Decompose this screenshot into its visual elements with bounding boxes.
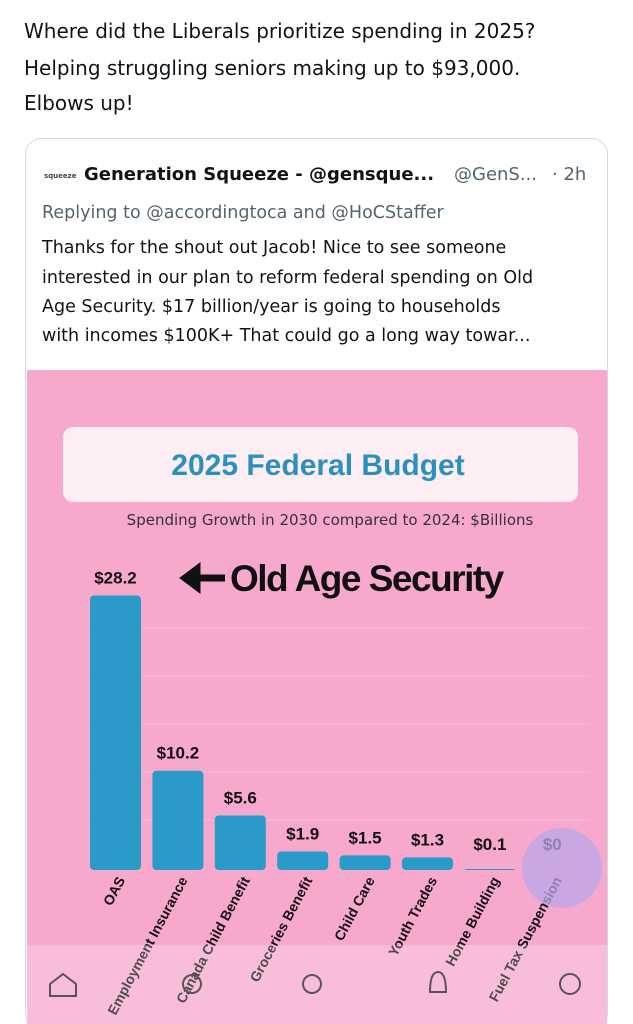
chart-title: 2025 Federal Budget [171, 449, 464, 482]
value-label: $1.3 [411, 830, 444, 849]
replying: Replying to @accordingtoca and @HoCStaff… [42, 203, 445, 223]
messages-icon[interactable] [559, 973, 581, 995]
bar [464, 869, 516, 870]
arrow [179, 562, 225, 594]
grok-icon[interactable] [302, 974, 322, 994]
chart-subtitle: Spending Growth in 2030 compared to 2024… [127, 511, 534, 529]
bar [339, 855, 391, 870]
bar [90, 595, 141, 870]
annotation: Old Age Security [230, 558, 505, 599]
search-icon[interactable] [182, 974, 202, 994]
author[interactable]: Generation Squeeze - @gensque... [84, 164, 434, 185]
bar [277, 851, 329, 870]
overlay-button[interactable] [522, 828, 602, 908]
handle: @GenS... [454, 164, 537, 185]
tweet-line: Where did the Liberals prioritize spendi… [24, 19, 535, 43]
time: · 2h [552, 164, 586, 185]
bell-icon[interactable] [428, 970, 448, 993]
nav-bar [27, 945, 607, 1024]
value-label: $28.2 [94, 569, 137, 588]
quote-line: interested in our plan to reform federal… [42, 268, 533, 288]
bar [214, 815, 266, 870]
home-icon[interactable] [49, 972, 77, 997]
value-label: $5.6 [224, 788, 257, 807]
title-box [63, 427, 578, 502]
value-label: $1.5 [349, 828, 382, 847]
quote-line: Age Security. $17 billion/year is going … [42, 297, 501, 317]
tweet-line: Helping struggling seniors making up to … [24, 56, 520, 80]
tweet-line: Elbows up! [24, 91, 134, 115]
value-label: $1.9 [286, 825, 319, 844]
value-label: $0.1 [473, 835, 506, 854]
quote-line: with incomes $100K+ That could go a long… [42, 326, 530, 346]
quote-line: Thanks for the shout out Jacob! Nice to … [41, 238, 506, 258]
bar [402, 857, 453, 870]
bar [152, 770, 204, 870]
value-label: $10.2 [157, 744, 200, 763]
logo: squeeze [44, 172, 77, 180]
